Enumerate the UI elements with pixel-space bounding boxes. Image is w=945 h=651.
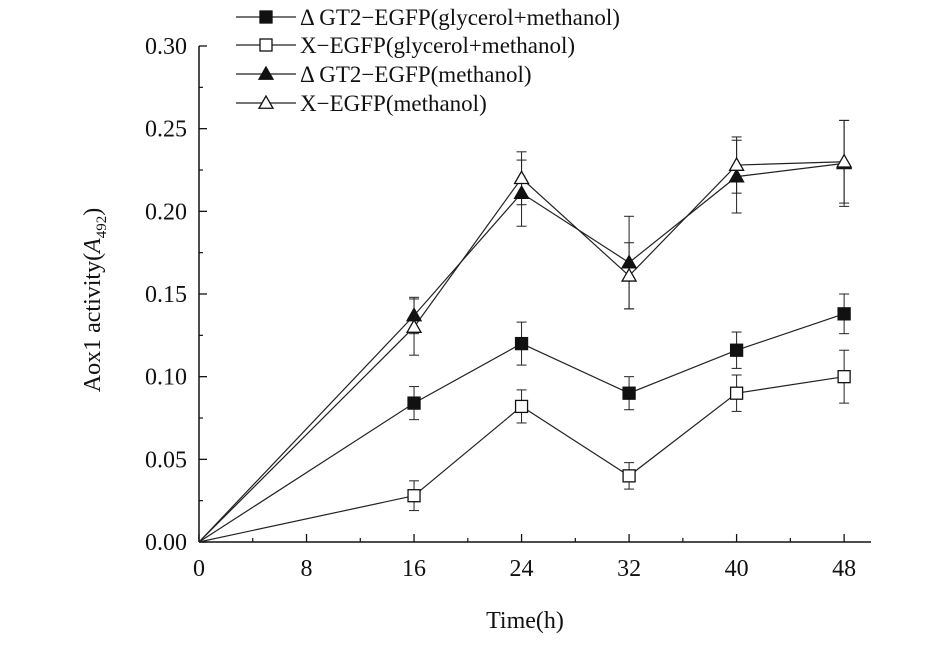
y-axis-label: Aox1 activity(A492) (80, 208, 110, 392)
series-line-1 (198, 313, 845, 543)
data-point-series-4 (513, 169, 530, 185)
data-point-series-4 (620, 267, 638, 282)
y-tick-label: 0.20 (145, 199, 187, 225)
data-point-series-1 (407, 396, 421, 410)
y-axis-label-italic: A (80, 238, 106, 255)
x-tick-label: 16 (402, 556, 426, 582)
legend-marker-3 (257, 65, 275, 80)
data-point-series-4 (405, 318, 423, 333)
legend-marker-2 (259, 38, 273, 52)
y-tick-label: 0.00 (145, 530, 187, 556)
y-axis-label-subscript: 492 (94, 216, 110, 239)
data-point-series-2 (407, 489, 421, 503)
data-point-series-1 (837, 307, 851, 321)
axes (198, 46, 871, 543)
legend-label-1: Δ GT2−EGFP(glycerol+methanol) (300, 5, 620, 30)
series-line-4 (198, 161, 845, 543)
series-line-2 (198, 376, 845, 543)
y-axis-label-prefix: Aox1 activity( (80, 253, 106, 392)
y-tick-label: 0.15 (145, 282, 187, 308)
x-tick-label: 24 (510, 556, 534, 582)
data-point-series-3 (513, 184, 530, 200)
data-point-series-2 (729, 386, 744, 400)
error-bars (409, 119, 850, 512)
y-tick-label: 0.30 (145, 34, 187, 60)
y-tick-label: 0.25 (145, 117, 187, 143)
data-point-series-2 (837, 370, 851, 384)
legend-marker-4 (257, 94, 275, 109)
legend-label-2: X−EGFP(glycerol+methanol) (300, 33, 575, 58)
data-point-series-2 (514, 399, 529, 414)
data-point-series-1 (622, 386, 636, 400)
series-lines (198, 161, 845, 543)
x-tick-label: 48 (832, 556, 856, 582)
legend: Δ GT2−EGFP(glycerol+methanol) X−EGFP(glyc… (236, 5, 620, 116)
x-axis-label: Time(h) (486, 608, 564, 634)
x-tick-label: 40 (725, 556, 749, 582)
y-axis-label-suffix: ) (80, 208, 106, 216)
x-ticks: 0 8 16 24 32 40 48 (193, 534, 856, 582)
y-ticks: 0.00 0.05 0.10 0.15 0.20 0.25 0.30 (145, 34, 207, 556)
data-point-series-3 (728, 168, 745, 183)
legend-label-4: X−EGFP(methanol) (300, 91, 487, 116)
data-point-series-4 (835, 153, 853, 168)
data-point-series-1 (729, 343, 744, 357)
legend-marker-1 (259, 10, 273, 24)
series-line-3 (198, 162, 845, 543)
data-point-series-1 (514, 336, 529, 351)
y-tick-label: 0.05 (145, 447, 187, 473)
data-point-series-4 (728, 156, 745, 171)
y-tick-label: 0.10 (145, 365, 187, 391)
data-point-series-3 (620, 254, 638, 269)
x-tick-label: 32 (617, 556, 641, 582)
x-tick-label: 0 (193, 556, 205, 582)
legend-label-3: Δ GT2−EGFP(methanol) (300, 62, 532, 87)
x-tick-label: 8 (301, 556, 313, 582)
series-markers (405, 153, 853, 503)
data-point-series-2 (622, 469, 636, 483)
